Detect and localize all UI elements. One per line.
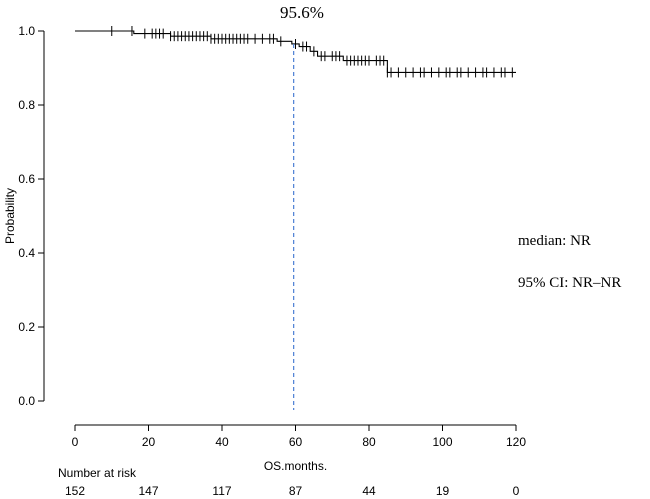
plot-area [75,26,516,410]
risk-count: 19 [436,484,450,498]
y-tick-label: 0.6 [18,172,35,186]
y-tick-label: 0.2 [18,320,35,334]
survival-curve [75,30,516,73]
x-tick-label: 40 [215,435,229,449]
y-tick-label: 0.8 [18,98,35,112]
risk-table: Number at risk 152 147 117 87 44 19 0 [58,466,520,498]
x-ticks: 0 20 40 60 80 100 120 [72,425,526,449]
ci-annotation: 95% CI: NR–NR [518,275,621,291]
censor-marks [111,26,513,78]
risk-count: 44 [362,484,376,498]
y-tick-label: 1.0 [18,24,35,38]
y-tick-label: 0.0 [18,394,35,408]
y-axis-label: Probability [3,188,17,244]
risk-count: 147 [138,484,158,498]
x-tick-label: 80 [362,435,376,449]
x-tick-label: 120 [506,435,526,449]
x-tick-label: 60 [289,435,303,449]
reference-survival-label: 95.6% [280,3,324,22]
risk-table-title: Number at risk [58,466,137,480]
risk-counts: 152 147 117 87 44 19 0 [65,484,520,498]
risk-count: 117 [212,484,231,498]
y-ticks: 0.0 0.2 0.4 0.6 0.8 1.0 [18,24,44,408]
x-axis-label: OS.months. [264,459,327,473]
x-tick-label: 0 [72,435,79,449]
x-tick-label: 100 [432,435,452,449]
y-tick-label: 0.4 [18,246,35,260]
risk-count: 152 [65,484,85,498]
median-annotation: median: NR [518,233,591,249]
risk-count: 0 [513,484,520,498]
axes: 0 20 40 60 80 100 120 0.0 0.2 0.4 0.6 0.8 1.0 [18,24,526,449]
x-tick-label: 20 [142,435,156,449]
risk-count: 87 [289,484,303,498]
